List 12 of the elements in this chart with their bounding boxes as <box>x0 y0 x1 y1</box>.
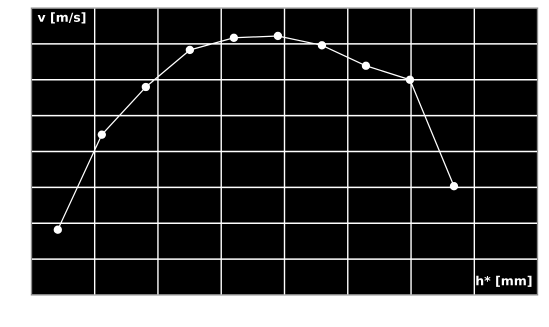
point <box>142 82 150 92</box>
point <box>450 182 458 190</box>
point <box>406 76 414 84</box>
x-axis-title: h* [mm] <box>476 276 532 287</box>
point <box>186 46 194 54</box>
point <box>318 41 326 50</box>
point <box>98 130 106 139</box>
y-axis-title: v [m/s] <box>38 12 86 24</box>
point <box>230 34 238 42</box>
point <box>362 62 370 70</box>
point <box>54 226 62 234</box>
point <box>274 32 282 40</box>
